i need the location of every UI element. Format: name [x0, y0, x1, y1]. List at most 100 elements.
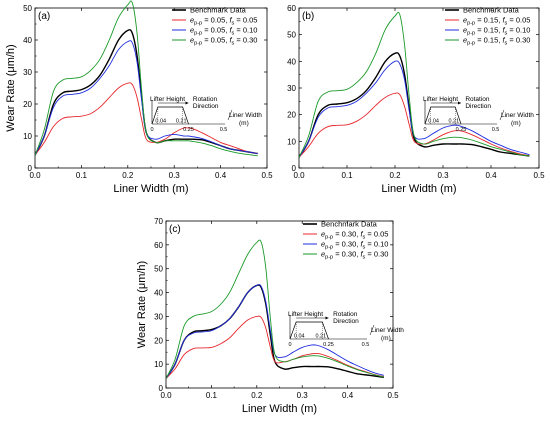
inset-break-mark	[369, 324, 375, 336]
inset-lifter-height-label: Lifter Height	[288, 311, 323, 318]
chart-panel-c: 0.0 0.1 0.2 0.3 0.4 0.5 0 10 20 30 40 50 60 70 Liner W…	[136, 217, 404, 415]
x-tick-label: 0.0	[160, 391, 172, 400]
x-tick-label: 0.2	[122, 171, 134, 180]
inset-direction-label: Direction	[333, 318, 359, 325]
x-tick-label: 0.5	[533, 171, 545, 180]
y-tick-label: 50	[154, 265, 163, 274]
y-tick-label: 20	[287, 111, 296, 120]
y-tick-label: 40	[23, 36, 32, 45]
x-tick-label: 0.0	[29, 171, 41, 180]
inset-lifter-height-label: Lifter Height	[423, 96, 458, 103]
inset-tick-004: 0.04	[294, 334, 305, 340]
legend-entry-2: ep-p = 0.15, fs = 0.10	[463, 26, 530, 37]
series-line-2	[298, 60, 530, 158]
x-tick-label: 0.5	[387, 391, 399, 400]
legend-entry-3: ep-p = 0.30, fs = 0.30	[321, 250, 388, 261]
x-axis-label: Liner Width (m)	[242, 403, 317, 415]
legend-entry-0: Benchmark Data	[321, 220, 378, 229]
inset-unit-label: (m)	[511, 120, 521, 127]
y-tick-label: 0	[159, 384, 164, 393]
x-tick-label: 0.3	[437, 171, 449, 180]
inset-break-mark	[227, 109, 233, 121]
inset-lifter-height-label: Lifter Height	[150, 96, 185, 103]
inset-tick-025: 0.25	[456, 127, 467, 133]
y-tick-label: 30	[287, 84, 296, 93]
x-tick-label: 0.0	[293, 171, 305, 180]
chart-panel-a: 0.0 0.1 0.2 0.3 0.4 0.5 0 10 20 30 40 50 Liner Width…	[5, 0, 273, 195]
inset-lifter-profile	[289, 321, 329, 340]
inset-tick-025: 0.25	[323, 342, 334, 348]
y-tick-label: 10	[154, 360, 163, 369]
legend-entry-0: Benchmark Data	[463, 6, 520, 15]
inset-tick-021: 0.21	[448, 119, 459, 125]
series-line-3	[165, 239, 385, 379]
y-tick-label: 30	[154, 312, 163, 321]
y-tick-label: 40	[154, 289, 163, 298]
inset-tick-004: 0.04	[155, 119, 166, 125]
series-line-3	[34, 0, 258, 157]
rotation-arrow-head	[458, 101, 461, 105]
series-line-0	[34, 29, 258, 156]
inset-liner-width-label: Liner Width	[229, 112, 262, 119]
legend-entry-3: ep-p = 0.05, fs = 0.30	[190, 36, 257, 47]
x-tick-label: 0.1	[76, 171, 88, 180]
inset-tick-025: 0.25	[183, 127, 194, 133]
inset-unit-label: (m)	[239, 120, 249, 127]
y-tick-label: 20	[23, 100, 32, 109]
inset-tick-021: 0.21	[315, 334, 326, 340]
y-tick-label: 30	[23, 68, 32, 77]
rotation-arrow-head	[185, 101, 189, 105]
series-line-3	[298, 11, 530, 158]
series-line-2	[165, 284, 385, 379]
rotation-arrow-head	[325, 316, 329, 320]
inset-rotation-label: Rotation	[193, 96, 218, 103]
series-line-1	[165, 315, 385, 379]
y-tick-label: 40	[287, 57, 296, 66]
inset-tick-05: 0.5	[220, 127, 228, 133]
x-tick-label: 0.5	[261, 171, 273, 180]
panel-tag: (b)	[302, 11, 314, 22]
inset-tick-05: 0.5	[492, 127, 500, 133]
y-tick-label: 60	[287, 4, 296, 13]
inset-liner-width-label: Liner Width	[371, 327, 404, 334]
y-tick-label: 10	[23, 132, 32, 141]
panel-tag: (a)	[38, 11, 50, 22]
x-axis-label: Liner Width (m)	[381, 183, 456, 195]
y-tick-label: 10	[287, 137, 296, 146]
series-line-1	[34, 82, 258, 156]
y-tick-label: 0	[292, 164, 297, 173]
inset-break-mark	[499, 109, 505, 121]
panel-tag: (c)	[169, 224, 181, 235]
y-axis-label: Wear Rate (μm/h)	[5, 44, 17, 131]
inset-tick-004: 0.04	[428, 119, 439, 125]
inset-tick-0: 0	[288, 342, 291, 348]
legend-entry-0: Benchmark Data	[190, 6, 247, 15]
series-line-2	[34, 40, 258, 156]
y-tick-label: 50	[23, 4, 32, 13]
y-tick-label: 70	[154, 217, 163, 226]
inset-lifter-profile	[151, 106, 189, 125]
inset-unit-label: (m)	[381, 335, 391, 342]
inset-rotation-label: Rotation	[465, 96, 490, 103]
y-tick-label: 50	[287, 31, 296, 40]
inset-lifter-profile	[424, 106, 462, 125]
inset-direction-label: Direction	[465, 103, 491, 110]
x-axis-label: Liner Width (m)	[113, 183, 188, 195]
x-tick-label: 0.2	[389, 171, 401, 180]
inset-direction-label: Direction	[193, 103, 219, 110]
x-tick-label: 0.1	[341, 171, 353, 180]
inset-liner-width-label: Liner Width	[501, 112, 534, 119]
chart-panel-b: 0.0 0.1 0.2 0.3 0.4 0.5 0 10 20 30 40 50 60 Liner Wid…	[287, 4, 545, 195]
legend-entry-2: ep-p = 0.30, fs = 0.10	[321, 240, 388, 251]
legend-entry-2: ep-p = 0.05, fs = 0.10	[190, 26, 257, 37]
x-tick-label: 0.4	[485, 171, 497, 180]
inset-tick-021: 0.21	[176, 119, 187, 125]
y-axis-label: Wear Rate (μm/h)	[136, 261, 148, 348]
inset-tick-0: 0	[150, 127, 153, 133]
y-tick-label: 0	[28, 164, 33, 173]
legend-entry-1: ep-p = 0.30, fs = 0.05	[321, 230, 388, 241]
legend-entry-1: ep-p = 0.05, fs = 0.05	[190, 16, 257, 27]
